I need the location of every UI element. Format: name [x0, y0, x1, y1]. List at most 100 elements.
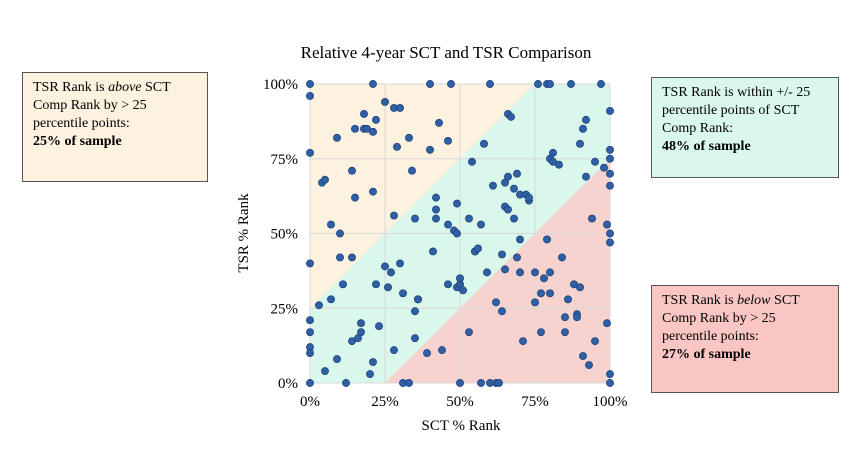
- data-point: [369, 358, 377, 367]
- data-point: [537, 328, 545, 337]
- data-point: [510, 214, 518, 223]
- x-tick-label: 0%: [300, 394, 320, 410]
- data-point: [393, 142, 401, 151]
- data-point: [549, 148, 557, 157]
- data-point: [606, 181, 614, 190]
- data-point: [333, 133, 341, 142]
- data-point: [396, 103, 404, 112]
- data-point: [477, 379, 485, 387]
- callout-within-percent: 48% of sample: [662, 139, 751, 154]
- data-point: [381, 262, 389, 271]
- data-point: [384, 283, 392, 292]
- data-point: [348, 253, 356, 262]
- data-point: [603, 319, 611, 328]
- data-point: [525, 193, 533, 202]
- region-above: [310, 84, 535, 309]
- data-point: [306, 316, 314, 325]
- callout-below: TSR Rank is below SCT Comp Rank by > 25 …: [651, 285, 839, 393]
- data-point: [306, 92, 314, 100]
- data-point: [465, 328, 473, 337]
- data-point: [534, 80, 542, 88]
- callout-above: TSR Rank is above SCT Comp Rank by > 25 …: [22, 72, 208, 182]
- data-point: [519, 337, 527, 346]
- data-point: [414, 295, 422, 304]
- data-point: [516, 268, 524, 277]
- x-tick-label: 25%: [371, 394, 399, 410]
- callout-within-text: TSR Rank is within +/- 25 percentile poi…: [662, 85, 811, 136]
- data-point: [444, 136, 452, 145]
- data-point: [531, 268, 539, 277]
- data-point: [456, 379, 464, 387]
- y-tick-label: 75%: [271, 152, 299, 168]
- data-point: [342, 379, 350, 387]
- data-point: [327, 220, 335, 229]
- data-point: [387, 268, 395, 277]
- data-point: [504, 172, 512, 181]
- data-point: [357, 319, 365, 328]
- data-point: [306, 379, 314, 387]
- data-point: [561, 313, 569, 322]
- data-point: [339, 280, 347, 289]
- data-point: [360, 109, 368, 118]
- x-tick-label: 100%: [593, 394, 628, 410]
- data-point: [606, 238, 614, 247]
- data-point: [315, 301, 323, 310]
- data-point: [453, 229, 461, 238]
- data-point: [480, 139, 488, 148]
- data-point: [408, 166, 416, 175]
- data-point: [381, 97, 389, 106]
- data-point: [336, 229, 344, 238]
- data-point: [540, 274, 548, 283]
- data-point: [306, 349, 314, 358]
- data-point: [600, 163, 608, 172]
- data-point: [585, 361, 593, 370]
- data-point: [498, 307, 506, 316]
- data-point: [429, 247, 437, 256]
- data-point: [327, 295, 335, 304]
- data-point: [453, 199, 461, 208]
- y-tick-label: 0%: [278, 376, 298, 392]
- data-point: [567, 80, 575, 88]
- data-point: [513, 253, 521, 262]
- data-point: [351, 124, 359, 133]
- data-point: [321, 175, 329, 184]
- data-point: [492, 298, 500, 307]
- data-point: [606, 229, 614, 238]
- data-point: [579, 124, 587, 133]
- data-point: [510, 184, 518, 193]
- data-point: [411, 214, 419, 223]
- data-point: [561, 328, 569, 337]
- callout-above-pre: TSR Rank is: [33, 80, 109, 95]
- data-point: [579, 352, 587, 361]
- data-point: [606, 106, 614, 115]
- data-point: [411, 334, 419, 343]
- callout-below-emphasis: below: [737, 293, 771, 308]
- data-point: [546, 268, 554, 277]
- data-point: [447, 80, 455, 88]
- data-points: [306, 80, 614, 387]
- region-below: [385, 158, 610, 383]
- data-point: [426, 145, 434, 154]
- data-point: [405, 133, 413, 142]
- data-point: [456, 274, 464, 283]
- data-point: [516, 235, 524, 244]
- data-point: [597, 80, 605, 88]
- data-point: [306, 328, 314, 337]
- data-point: [495, 379, 503, 387]
- data-point: [390, 211, 398, 220]
- callout-above-percent: 25% of sample: [33, 134, 122, 149]
- data-point: [591, 157, 599, 166]
- data-point: [486, 80, 494, 88]
- data-point: [531, 298, 539, 307]
- data-point: [465, 214, 473, 223]
- data-point: [474, 244, 482, 253]
- data-point: [438, 346, 446, 355]
- data-point: [573, 313, 581, 322]
- data-point: [432, 214, 440, 223]
- data-point: [369, 187, 377, 196]
- data-point: [369, 127, 377, 136]
- data-point: [501, 265, 509, 274]
- data-point: [366, 370, 374, 378]
- callout-below-pre: TSR Rank is: [662, 293, 738, 308]
